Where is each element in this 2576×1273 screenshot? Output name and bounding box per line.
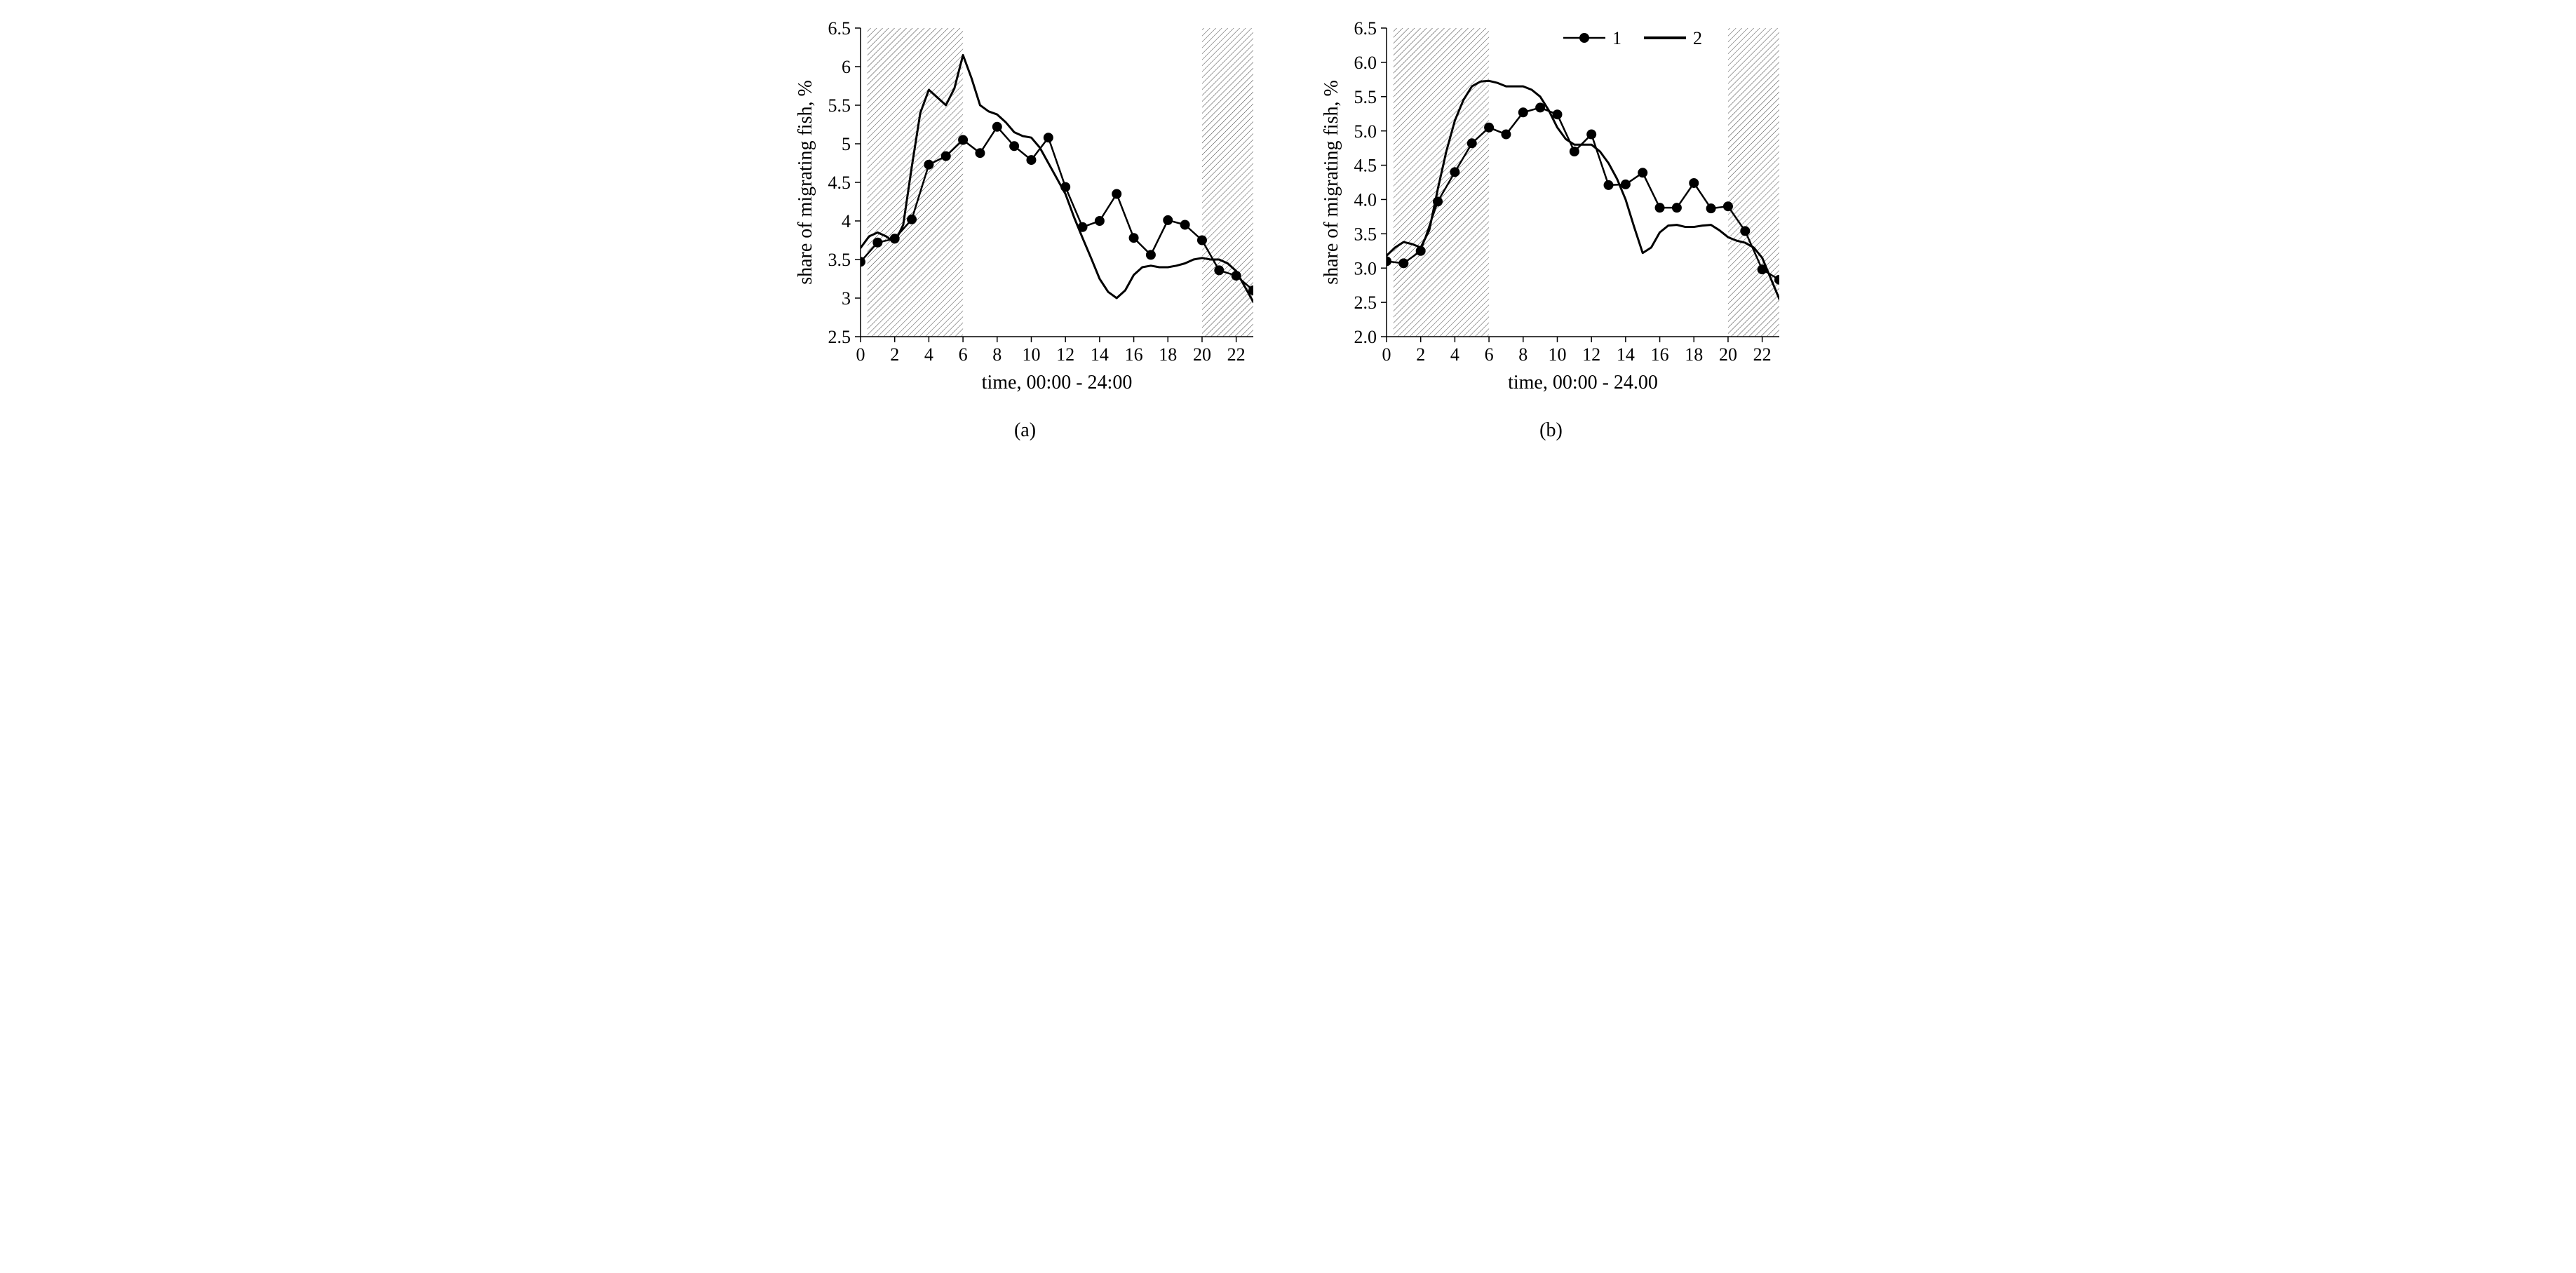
- chart-a: 0 2 4 6 8 10 12 14 16 18 20 22 2.5 3 3.5 4 4.5 5 5.5 6 6.5 ti…: [783, 14, 1267, 407]
- svg-text:10: 10: [1022, 344, 1040, 365]
- svg-text:2: 2: [1693, 28, 1702, 48]
- svg-text:22: 22: [1753, 344, 1771, 365]
- svg-text:2.0: 2.0: [1354, 327, 1377, 347]
- svg-text:8: 8: [992, 344, 1002, 365]
- svg-text:share of migrating fish, %: share of migrating fish, %: [1321, 80, 1342, 285]
- svg-text:0: 0: [1382, 344, 1391, 365]
- svg-text:5.0: 5.0: [1354, 121, 1377, 142]
- svg-text:4: 4: [1450, 344, 1459, 365]
- svg-text:2: 2: [890, 344, 899, 365]
- svg-text:2: 2: [1416, 344, 1425, 365]
- svg-text:12: 12: [1056, 344, 1074, 365]
- svg-text:5.5: 5.5: [1354, 87, 1377, 107]
- svg-text:3.0: 3.0: [1354, 258, 1377, 278]
- svg-text:3.5: 3.5: [828, 250, 851, 270]
- svg-text:0: 0: [856, 344, 865, 365]
- svg-text:3: 3: [842, 288, 851, 309]
- svg-text:18: 18: [1159, 344, 1177, 365]
- chart-b: 02468101214161820222.02.53.03.54.04.55.0…: [1309, 14, 1793, 407]
- svg-text:22: 22: [1227, 344, 1245, 365]
- svg-text:4.5: 4.5: [828, 173, 851, 193]
- svg-text:20: 20: [1192, 344, 1211, 365]
- svg-text:4.0: 4.0: [1354, 190, 1377, 210]
- sublabel-b: (b): [1539, 419, 1563, 442]
- svg-text:6: 6: [1484, 344, 1493, 365]
- svg-text:10: 10: [1548, 344, 1566, 365]
- panel-b: 02468101214161820222.02.53.03.54.04.55.0…: [1309, 14, 1793, 442]
- svg-text:16: 16: [1124, 344, 1142, 365]
- svg-text:share of migrating fish, %: share of migrating fish, %: [795, 80, 816, 285]
- svg-text:6.5: 6.5: [1354, 18, 1377, 39]
- svg-text:18: 18: [1685, 344, 1703, 365]
- svg-text:3.5: 3.5: [1354, 224, 1377, 244]
- svg-text:6: 6: [958, 344, 967, 365]
- svg-text:time, 00:00 - 24:00: time, 00:00 - 24:00: [981, 372, 1132, 393]
- svg-text:2.5: 2.5: [828, 327, 851, 347]
- svg-text:5.5: 5.5: [828, 95, 851, 116]
- svg-text:5: 5: [842, 134, 851, 154]
- svg-text:4: 4: [842, 211, 851, 231]
- svg-text:time, 00:00 - 24.00: time, 00:00 - 24.00: [1508, 372, 1658, 393]
- figure: 02468101214161820222.533.544.555.566.5ti…: [14, 14, 2562, 442]
- sublabel-a: (a): [1014, 419, 1036, 442]
- panels-row: 02468101214161820222.533.544.555.566.5ti…: [783, 14, 1793, 442]
- svg-text:6.0: 6.0: [1354, 53, 1377, 73]
- svg-text:20: 20: [1718, 344, 1737, 365]
- svg-text:6.5: 6.5: [828, 18, 851, 39]
- svg-text:4: 4: [924, 344, 933, 365]
- svg-text:1: 1: [1612, 28, 1621, 48]
- svg-text:6: 6: [842, 57, 851, 77]
- svg-text:16: 16: [1650, 344, 1668, 365]
- svg-text:14: 14: [1616, 344, 1634, 365]
- svg-text:14: 14: [1090, 344, 1108, 365]
- svg-text:8: 8: [1518, 344, 1528, 365]
- svg-text:4.5: 4.5: [1354, 156, 1377, 176]
- panel-a: 0 2 4 6 8 10 12 14 16 18 20 22 2.5 3 3.5 4 4.5 5 5.5 6 6.5 ti…: [783, 14, 1267, 442]
- svg-text:2.5: 2.5: [1354, 292, 1377, 313]
- svg-text:12: 12: [1582, 344, 1600, 365]
